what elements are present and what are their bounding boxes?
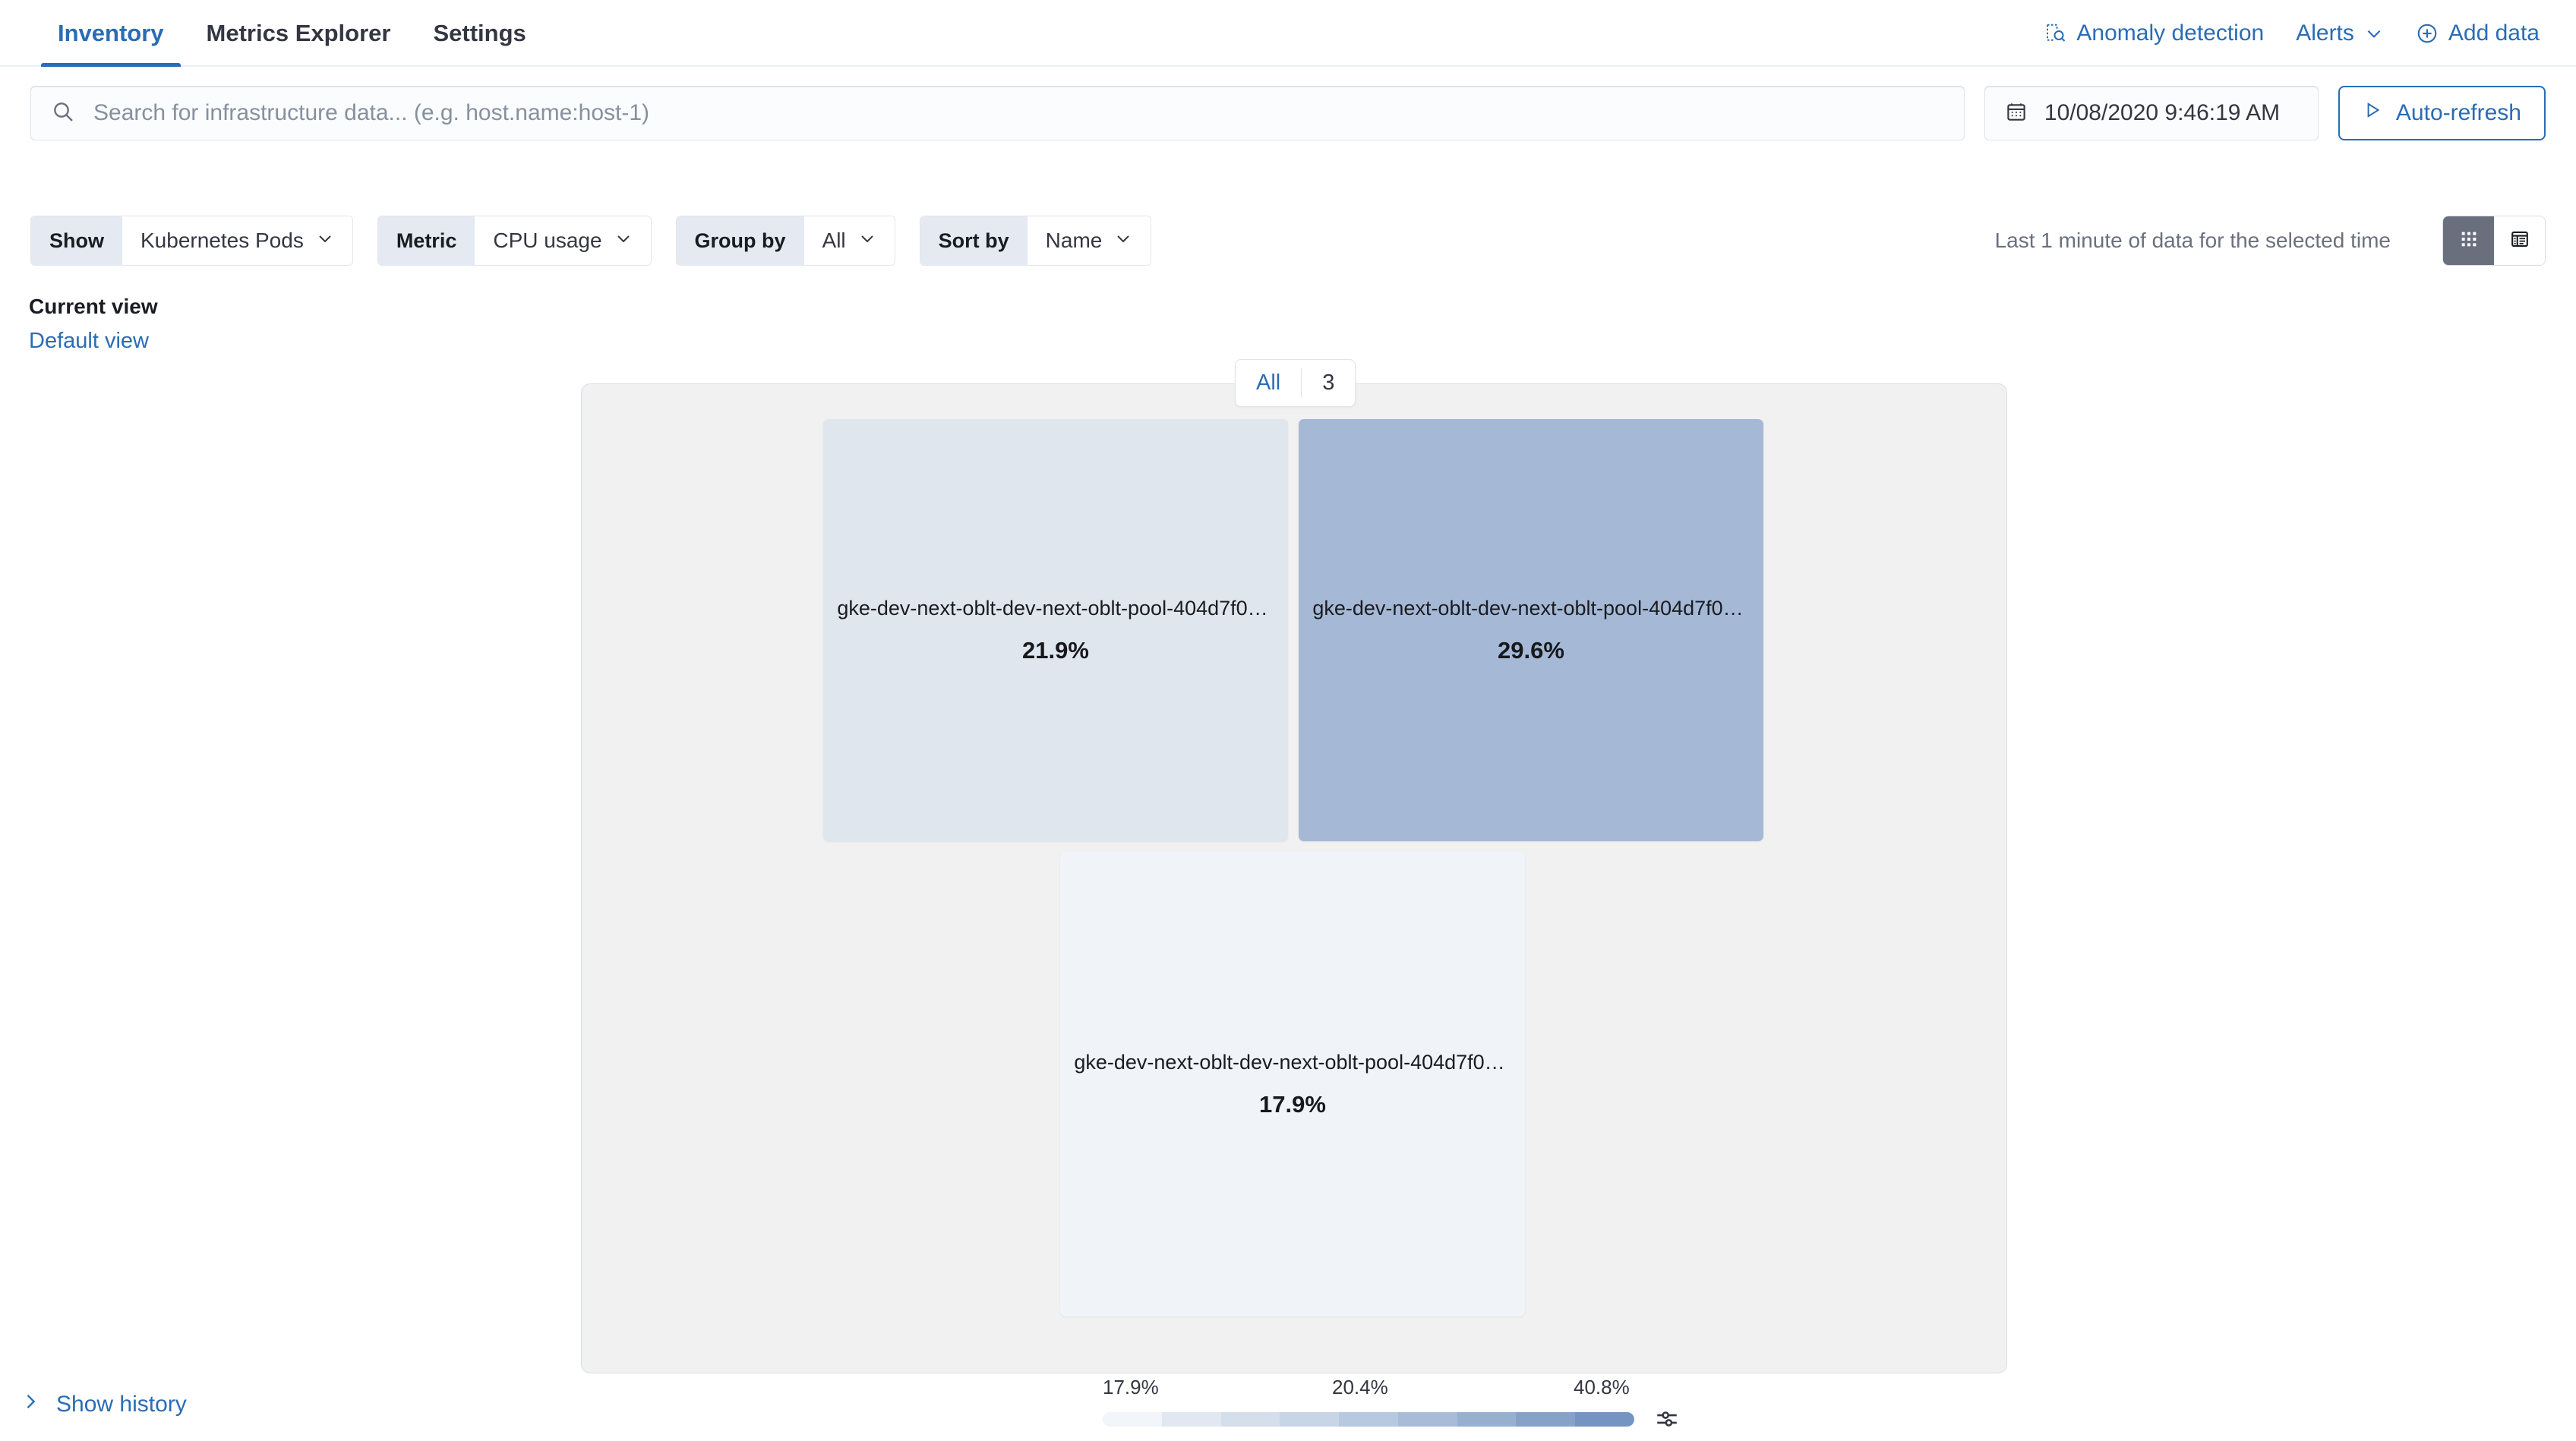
grid-icon xyxy=(2458,229,2480,254)
group-by-label: Group by xyxy=(676,216,804,265)
search-placeholder: Search for infrastructure data... (e.g. … xyxy=(93,100,650,125)
view-toggle-map-button[interactable] xyxy=(2443,216,2494,265)
treemap-node-value: 21.9% xyxy=(1022,636,1089,664)
chevron-down-icon xyxy=(1114,229,1132,253)
treemap-node-name: gke-dev-next-oblt-dev-next-oblt-pool-404… xyxy=(837,596,1274,620)
group-by-value: All xyxy=(822,229,846,252)
treemap-node[interactable]: gke-dev-next-oblt-dev-next-oblt-pool-404… xyxy=(1060,852,1525,1316)
view-toggle-table-button[interactable] xyxy=(2494,216,2545,265)
search-input[interactable]: Search for infrastructure data... (e.g. … xyxy=(30,86,1965,140)
chevron-down-icon xyxy=(614,229,633,253)
show-label: Show xyxy=(31,216,122,265)
search-row: Search for infrastructure data... (e.g. … xyxy=(0,67,2576,159)
group-tab: All 3 xyxy=(1235,359,1356,407)
table-icon xyxy=(2509,229,2530,254)
nav-actions: Anomaly detection Alerts Add data xyxy=(2044,0,2540,67)
sort-by-label: Sort by xyxy=(920,216,1028,265)
control-sort-by: Sort by Name xyxy=(919,216,1152,266)
treemap-legend: 17.9% 20.4% 40.8% xyxy=(1103,1376,1680,1441)
group-by-select[interactable]: All xyxy=(803,216,895,265)
treemap-panel: gke-dev-next-oblt-dev-next-oblt-pool-404… xyxy=(581,383,2007,1373)
anomaly-detection-icon xyxy=(2044,22,2066,45)
show-history-button[interactable]: Show history xyxy=(20,1391,187,1418)
tab-settings[interactable]: Settings xyxy=(433,20,526,46)
calendar-icon xyxy=(2005,100,2028,127)
control-group-by: Group by All xyxy=(675,216,895,266)
tab-metrics-explorer[interactable]: Metrics Explorer xyxy=(206,20,391,46)
group-tab-all[interactable]: All xyxy=(1256,370,1281,395)
legend-gradient-bar xyxy=(1103,1411,1634,1427)
treemap-node-name: gke-dev-next-oblt-dev-next-oblt-pool-404… xyxy=(1312,596,1750,620)
sort-by-select[interactable]: Name xyxy=(1027,216,1151,265)
chevron-down-icon xyxy=(2364,24,2384,43)
play-icon xyxy=(2363,100,2382,126)
tab-inventory[interactable]: Inventory xyxy=(36,0,185,67)
add-data-label: Add data xyxy=(2448,20,2540,46)
show-select[interactable]: Kubernetes Pods xyxy=(122,216,352,265)
treemap-node[interactable]: gke-dev-next-oblt-dev-next-oblt-pool-404… xyxy=(823,419,1288,841)
treemap-node-name: gke-dev-next-oblt-dev-next-oblt-pool-404… xyxy=(1074,1050,1511,1074)
control-metric: Metric CPU usage xyxy=(377,216,652,266)
view-toggle xyxy=(2442,216,2546,266)
current-view-block: Current view Default view xyxy=(29,295,158,354)
add-data-button[interactable]: Add data xyxy=(2416,20,2540,46)
chevron-down-icon xyxy=(858,229,876,253)
chevron-right-icon xyxy=(20,1391,41,1418)
alerts-label: Alerts xyxy=(2296,20,2354,46)
chevron-down-icon xyxy=(316,229,334,253)
plus-circle-icon xyxy=(2416,22,2439,45)
current-view-title: Current view xyxy=(29,295,158,318)
legend-tick-max: 40.8% xyxy=(1574,1376,1630,1398)
alerts-menu-button[interactable]: Alerts xyxy=(2296,20,2384,46)
current-view-selector[interactable]: Default view xyxy=(29,329,149,353)
treemap-node-value: 17.9% xyxy=(1259,1090,1326,1118)
auto-refresh-label: Auto-refresh xyxy=(2395,100,2521,125)
group-tab-divider xyxy=(1301,368,1302,398)
treemap-node-value: 29.6% xyxy=(1498,636,1564,664)
filter-row: Show Kubernetes Pods Metric CPU usage Gr… xyxy=(0,205,2576,276)
date-picker-value: 10/08/2020 9:46:19 AM xyxy=(2044,100,2281,125)
group-tab-count[interactable]: 3 xyxy=(1322,370,1335,395)
legend-bar-wrap xyxy=(1103,1406,1680,1432)
control-show: Show Kubernetes Pods xyxy=(30,216,353,266)
search-icon xyxy=(51,99,75,128)
nav-tabs: Inventory Metrics Explorer Settings xyxy=(0,0,548,67)
metric-label: Metric xyxy=(377,216,475,265)
anomaly-detection-button[interactable]: Anomaly detection xyxy=(2044,20,2264,46)
show-value: Kubernetes Pods xyxy=(140,229,304,252)
sort-by-value: Name xyxy=(1045,229,1103,252)
metric-select[interactable]: CPU usage xyxy=(475,216,651,265)
legend-ticks: 17.9% 20.4% 40.8% xyxy=(1103,1376,1634,1406)
legend-tick-mid: 20.4% xyxy=(1332,1376,1388,1398)
treemap-node[interactable]: gke-dev-next-oblt-dev-next-oblt-pool-404… xyxy=(1299,419,1763,841)
date-picker[interactable]: 10/08/2020 9:46:19 AM xyxy=(1984,86,2319,140)
top-navigation: Inventory Metrics Explorer Settings Anom… xyxy=(0,0,2576,67)
sliders-icon[interactable] xyxy=(1654,1406,1680,1432)
show-history-label: Show history xyxy=(56,1392,187,1417)
anomaly-detection-label: Anomaly detection xyxy=(2076,20,2265,46)
auto-refresh-button[interactable]: Auto-refresh xyxy=(2338,86,2546,140)
metric-value: CPU usage xyxy=(493,229,602,252)
last-data-status: Last 1 minute of data for the selected t… xyxy=(1994,229,2391,252)
legend-tick-min: 17.9% xyxy=(1103,1376,1159,1398)
